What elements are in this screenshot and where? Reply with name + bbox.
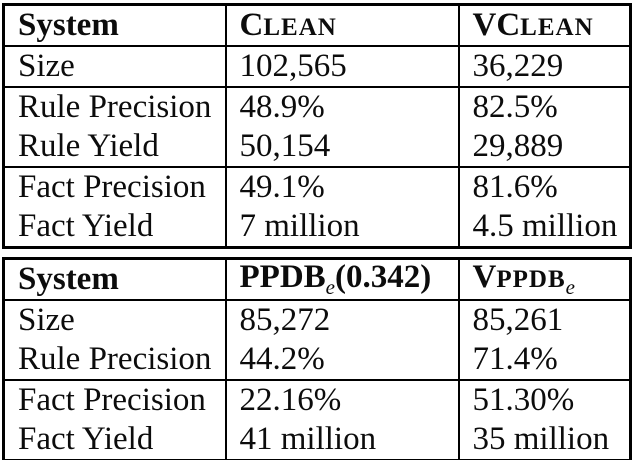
row-label-cell: Fact Precision — [2, 380, 227, 420]
clean-value-cell: 50,154 — [224, 127, 460, 168]
vclean-value-cell: 81.6% — [457, 167, 632, 207]
ppdb-value-cell: 85,272 — [224, 300, 460, 340]
ppdb-value-cell: 44.2% — [224, 340, 460, 381]
vclean-value-cell: 82.5% — [457, 87, 632, 127]
table2-row-rule-precision: Rule Precision 44.2% 71.4% — [2, 340, 632, 381]
table2-header-ppdb: PPDBe(0.342) — [224, 258, 460, 301]
row-label-cell: Rule Precision — [2, 87, 227, 127]
ppdb-threshold: (0.342) — [335, 259, 432, 295]
row-label-cell: Rule Precision — [2, 340, 227, 381]
table1-row-rule-yield: Rule Yield 50,154 29,889 — [2, 127, 632, 168]
table2-row-size: Size 85,272 85,261 — [2, 300, 632, 340]
clean-value-cell: 49.1% — [224, 167, 460, 207]
clean-label-smallcaps: LEAN — [263, 14, 337, 41]
vclean-label-smallcaps: LEAN — [520, 14, 594, 41]
ppdb-vppdb-table: System PPDBe(0.342) VPPDBe Size 85,272 8… — [2, 257, 632, 460]
vppdb-value-cell: 35 million — [457, 420, 632, 460]
ppdb-subscript: e — [325, 275, 335, 299]
table1-row-fact-precision: Fact Precision 49.1% 81.6% — [2, 167, 632, 207]
table1-row-size: Size 102,565 36,229 — [2, 46, 632, 88]
vppdb-value-cell: 85,261 — [457, 300, 632, 340]
clean-value-cell: 48.9% — [224, 87, 460, 127]
vppdb-value-cell: 71.4% — [457, 340, 632, 381]
table1-row-fact-yield: Fact Yield 7 million 4.5 million — [2, 207, 632, 248]
row-label-cell: Fact Yield — [2, 420, 227, 460]
ppdb-value-cell: 22.16% — [224, 380, 460, 420]
vclean-value-cell: 4.5 million — [457, 207, 632, 248]
header-system-label: System — [18, 7, 119, 43]
row-label-cell: Fact Yield — [2, 207, 227, 248]
clean-value-cell: 102,565 — [224, 46, 460, 88]
clean-vclean-table: System CLEAN VCLEAN Size 102,565 36,229 … — [2, 3, 632, 249]
table2-header-row: System PPDBe(0.342) VPPDBe — [2, 258, 632, 301]
row-label-cell: Size — [2, 300, 227, 340]
vclean-value-cell: 36,229 — [457, 46, 632, 88]
table2-header-system: System — [2, 258, 227, 301]
row-label-cell: Fact Precision — [2, 167, 227, 207]
vclean-label-caps: VC — [472, 7, 521, 43]
table1-header-system: System — [2, 4, 227, 47]
ppdb-label-caps: PPDB — [239, 259, 326, 295]
clean-label-caps: C — [239, 7, 264, 43]
table1-row-rule-precision: Rule Precision 48.9% 82.5% — [2, 87, 632, 127]
vppdb-subscript: e — [565, 275, 575, 299]
table2-row-fact-precision: Fact Precision 22.16% 51.30% — [2, 380, 632, 420]
table2-row-fact-yield: Fact Yield 41 million 35 million — [2, 420, 632, 460]
table2-header-vppdb: VPPDBe — [457, 258, 632, 301]
vppdb-label-caps: V — [472, 259, 497, 295]
vppdb-label-smallcaps: PPDB — [496, 266, 566, 293]
table1-header-clean: CLEAN — [224, 4, 460, 47]
clean-value-cell: 7 million — [224, 207, 460, 248]
row-label-cell: Size — [2, 46, 227, 88]
table1-header-row: System CLEAN VCLEAN — [2, 4, 632, 47]
table1-header-vclean: VCLEAN — [457, 4, 632, 47]
vppdb-value-cell: 51.30% — [457, 380, 632, 420]
row-label-cell: Rule Yield — [2, 127, 227, 168]
ppdb-value-cell: 41 million — [224, 420, 460, 460]
header-system-label: System — [18, 261, 119, 297]
vclean-value-cell: 29,889 — [457, 127, 632, 168]
